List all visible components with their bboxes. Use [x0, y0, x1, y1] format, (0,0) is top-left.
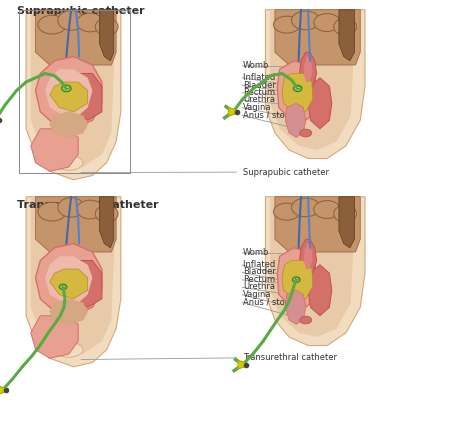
Text: Anus / stoma: Anus / stoma: [243, 110, 298, 119]
Polygon shape: [275, 197, 360, 252]
Polygon shape: [238, 360, 246, 369]
Polygon shape: [270, 10, 356, 150]
Text: Bladder: Bladder: [243, 267, 276, 277]
Polygon shape: [73, 261, 102, 307]
Text: Womb: Womb: [243, 61, 270, 71]
Polygon shape: [304, 57, 312, 82]
Ellipse shape: [63, 285, 65, 287]
Polygon shape: [50, 82, 88, 112]
Ellipse shape: [38, 15, 66, 34]
Text: Rectum: Rectum: [243, 275, 275, 284]
Polygon shape: [277, 61, 318, 120]
Ellipse shape: [58, 11, 84, 30]
Polygon shape: [36, 57, 102, 129]
Polygon shape: [50, 269, 88, 299]
Polygon shape: [73, 74, 102, 120]
Polygon shape: [36, 197, 116, 252]
Polygon shape: [304, 244, 312, 269]
Ellipse shape: [62, 85, 71, 92]
Ellipse shape: [77, 13, 103, 32]
Ellipse shape: [300, 316, 312, 324]
Text: Suprapubic catheter: Suprapubic catheter: [243, 167, 329, 177]
Ellipse shape: [273, 16, 300, 33]
Ellipse shape: [314, 201, 340, 218]
Polygon shape: [277, 248, 318, 307]
Polygon shape: [300, 239, 317, 278]
Ellipse shape: [334, 205, 356, 222]
Text: Anus / stoma: Anus / stoma: [243, 297, 298, 306]
Polygon shape: [282, 74, 313, 112]
Polygon shape: [270, 197, 356, 337]
Ellipse shape: [59, 284, 67, 290]
Polygon shape: [0, 386, 6, 394]
Text: Inflated balloon: Inflated balloon: [243, 260, 309, 269]
Polygon shape: [50, 299, 88, 324]
Polygon shape: [265, 197, 365, 346]
Polygon shape: [45, 256, 92, 303]
Text: Transurethral catheter: Transurethral catheter: [243, 353, 337, 363]
Polygon shape: [100, 197, 114, 248]
Polygon shape: [45, 69, 92, 116]
Polygon shape: [285, 290, 306, 324]
Polygon shape: [339, 10, 355, 61]
Text: Inflated balloon: Inflated balloon: [243, 73, 309, 82]
Ellipse shape: [296, 278, 299, 280]
Text: Transurethral catheter: Transurethral catheter: [17, 200, 158, 210]
Ellipse shape: [300, 129, 312, 137]
Polygon shape: [308, 78, 332, 129]
Text: Rectum: Rectum: [243, 88, 275, 97]
Ellipse shape: [334, 18, 356, 35]
Polygon shape: [100, 10, 114, 61]
Text: Bladder: Bladder: [243, 80, 276, 90]
Ellipse shape: [297, 87, 301, 89]
Ellipse shape: [95, 18, 118, 35]
Polygon shape: [228, 108, 237, 116]
Polygon shape: [31, 129, 78, 171]
Polygon shape: [300, 52, 317, 91]
Polygon shape: [36, 10, 116, 65]
Polygon shape: [265, 10, 365, 159]
Ellipse shape: [292, 198, 320, 217]
Text: Urethra: Urethra: [243, 95, 275, 105]
Ellipse shape: [66, 86, 70, 88]
Text: Suprapubic catheter: Suprapubic catheter: [17, 6, 144, 17]
Ellipse shape: [55, 343, 83, 357]
Polygon shape: [26, 10, 121, 180]
Polygon shape: [31, 197, 116, 354]
Ellipse shape: [273, 203, 300, 220]
Text: Urethra: Urethra: [243, 282, 275, 292]
Text: Vagina: Vagina: [243, 102, 272, 112]
Polygon shape: [31, 316, 78, 358]
Ellipse shape: [292, 11, 320, 30]
Text: Womb: Womb: [243, 248, 270, 258]
Ellipse shape: [58, 198, 84, 217]
Polygon shape: [308, 265, 332, 316]
Polygon shape: [50, 112, 88, 137]
Polygon shape: [282, 261, 313, 299]
Ellipse shape: [77, 200, 103, 219]
Ellipse shape: [293, 85, 302, 92]
Polygon shape: [36, 244, 102, 316]
Text: Vagina: Vagina: [243, 289, 272, 299]
Polygon shape: [26, 197, 121, 367]
Polygon shape: [339, 197, 355, 248]
Ellipse shape: [314, 14, 340, 31]
Ellipse shape: [95, 205, 118, 222]
Polygon shape: [285, 103, 306, 137]
Ellipse shape: [292, 277, 300, 283]
Ellipse shape: [38, 202, 66, 221]
Polygon shape: [275, 10, 360, 65]
Ellipse shape: [55, 156, 83, 170]
Polygon shape: [31, 10, 116, 167]
